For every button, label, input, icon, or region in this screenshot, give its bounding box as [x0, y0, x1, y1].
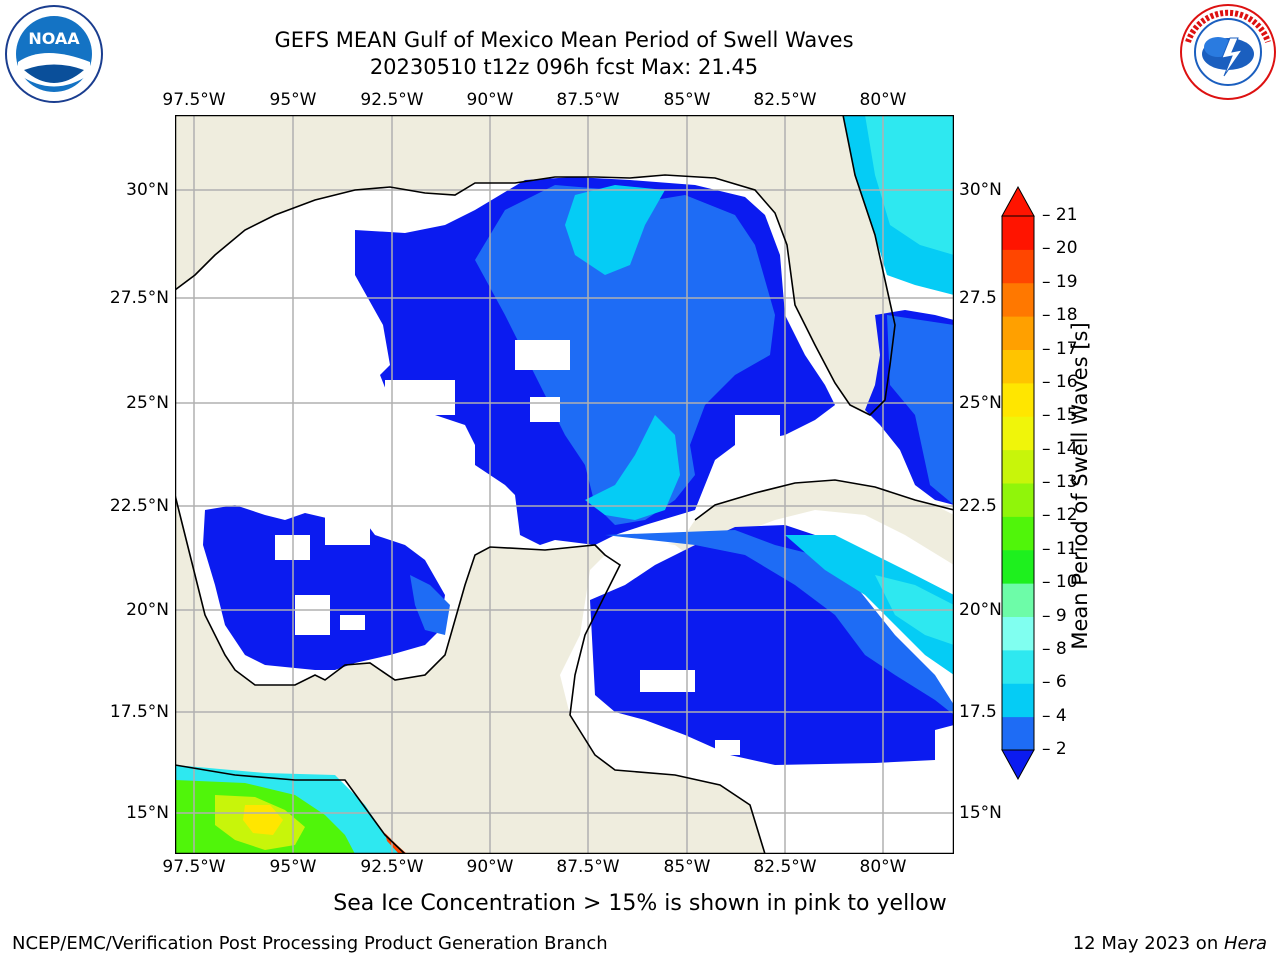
- colorbar-tick-label: – 4: [1042, 705, 1067, 726]
- lat-label-right-3: 22.5: [959, 496, 997, 516]
- swell-2-4s-west: [203, 505, 445, 670]
- map-panel: [174, 114, 955, 855]
- lon-label-top-5: 85°W: [663, 90, 711, 110]
- lat-label-right-2: 25°N: [959, 393, 1002, 413]
- colorbar-tick-label: – 9: [1042, 605, 1067, 626]
- lon-label-top-0: 97.5°W: [162, 90, 226, 110]
- swell-6-8s-caribbean: [785, 535, 954, 675]
- lat-label-left-1: 27.5°N: [109, 288, 169, 308]
- colorbar-tick-label: – 21: [1042, 205, 1078, 225]
- colorbar-tick-label: – 20: [1042, 238, 1078, 259]
- colorbar-tick-label: – 2: [1042, 739, 1067, 759]
- coastlines: [175, 115, 954, 854]
- swell-4-6s: [475, 185, 775, 525]
- lon-label-bottom-1: 95°W: [269, 857, 317, 877]
- colorbar-segment: [1002, 416, 1034, 451]
- footer-date: 12 May 2023 on Hera: [1073, 933, 1267, 954]
- colorbar-tick-label: – 11: [1042, 538, 1078, 559]
- lon-label-top-1: 95°W: [269, 90, 317, 110]
- nws-logo: [1178, 2, 1278, 102]
- swell-6-8s-gulf: [565, 185, 665, 275]
- noaa-logo: NOAA: [4, 4, 104, 104]
- colorbar-tick-label: – 10: [1042, 572, 1078, 593]
- lon-label-bottom-7: 80°W: [859, 857, 907, 877]
- footer-branch: NCEP/EMC/Verification Post Processing Pr…: [12, 933, 608, 954]
- colorbar-tick-label: – 14: [1042, 438, 1078, 459]
- lat-label-left-6: 15°N: [126, 803, 169, 823]
- chart-title: GEFS MEAN Gulf of Mexico Mean Period of …: [274, 28, 854, 52]
- lon-label-top-6: 82.5°W: [753, 90, 817, 110]
- colorbar-segment: [1002, 583, 1034, 617]
- colorbar-svg: [1001, 185, 1035, 781]
- lon-label-bottom-6: 82.5°W: [753, 857, 817, 877]
- colorbar-tick-label: – 6: [1042, 672, 1067, 693]
- colorbar-tick-label: – 15: [1042, 405, 1078, 426]
- lat-label-left-5: 17.5°N: [109, 702, 169, 722]
- footer-host: Hera: [1223, 933, 1267, 954]
- lon-label-bottom-3: 90°W: [466, 857, 514, 877]
- chart-subtitle: 20230510 t12z 096h fcst Max: 21.45: [369, 55, 759, 79]
- colorbar-tick-label: – 19: [1042, 271, 1078, 292]
- colorbar-tick-label: – 17: [1042, 338, 1078, 359]
- swell-2-4s-caribbean: [590, 525, 954, 765]
- lon-label-top-2: 92.5°W: [360, 90, 424, 110]
- sea-ice-note: Sea Ice Concentration > 15% is shown in …: [333, 891, 947, 916]
- lon-label-bottom-2: 92.5°W: [360, 857, 424, 877]
- colorbar-extend-low: [1001, 749, 1035, 781]
- colorbar-segment: [1002, 649, 1034, 684]
- colorbar-segment: [1002, 716, 1034, 751]
- colorbar-segment: [1002, 483, 1034, 517]
- colorbar-segment: [1002, 316, 1034, 350]
- lat-label-right-6: 15°N: [959, 803, 1002, 823]
- lon-label-bottom-5: 85°W: [663, 857, 711, 877]
- colorbar-tick-label: – 12: [1042, 505, 1078, 526]
- swell-4-6s-atlantic: [887, 315, 954, 505]
- swell-4-6s-caribbean: [605, 530, 954, 715]
- colorbar-segment: [1002, 249, 1034, 284]
- colorbar-segment: [1002, 683, 1034, 718]
- colorbar-segment: [1002, 516, 1034, 551]
- lat-label-right-0: 30°N: [959, 180, 1002, 200]
- noaa-logo-text: NOAA: [28, 29, 80, 48]
- colorbar-label: Mean Period of Swell Waves [s]: [1068, 322, 1092, 650]
- lat-label-right-4: 20°N: [959, 600, 1002, 620]
- colorbar: [1000, 185, 1036, 781]
- lon-label-top-4: 87.5°W: [556, 90, 620, 110]
- lon-label-bottom-4: 87.5°W: [556, 857, 620, 877]
- colorbar-tick-label: – 18: [1042, 305, 1078, 326]
- lon-label-top-7: 80°W: [859, 90, 907, 110]
- lat-label-left-2: 25°N: [126, 393, 169, 413]
- colorbar-ticks: – 2 – 4 – 6 – 8 – 9 – 10 – 11 – 12 – 13 – 14 – 15 –…: [1042, 186, 1082, 780]
- colorbar-tick-label: – 8: [1042, 638, 1067, 659]
- swell-6-8s-channel: [585, 415, 680, 520]
- colorbar-extend-high: [1001, 185, 1035, 217]
- footer-date-text: 12 May 2023 on: [1072, 933, 1224, 954]
- colorbar-segment: [1002, 549, 1034, 584]
- swell-8-9s: [865, 115, 954, 255]
- colorbar-segment: [1002, 349, 1034, 384]
- pacific-swell-edge: [385, 833, 407, 854]
- lon-label-bottom-0: 97.5°W: [162, 857, 226, 877]
- lon-label-top-3: 90°W: [466, 90, 514, 110]
- swell-4-6s-campeche: [410, 575, 450, 635]
- lat-label-right-5: 17.5: [959, 702, 997, 722]
- colorbar-segment: [1002, 449, 1034, 484]
- lat-label-right-1: 27.5: [959, 288, 997, 308]
- colorbar-segment: [1002, 282, 1034, 317]
- lat-label-left-4: 20°N: [126, 600, 169, 620]
- colorbar-segment: [1002, 216, 1034, 250]
- colorbar-tick-label: – 13: [1042, 472, 1078, 492]
- colorbar-tick-label: – 16: [1042, 371, 1078, 392]
- lat-label-left-3: 22.5°N: [109, 496, 169, 516]
- colorbar-segment: [1002, 382, 1034, 417]
- lat-label-left-0: 30°N: [126, 180, 169, 200]
- no-data-patches: [275, 340, 780, 755]
- colorbar-segment: [1002, 616, 1034, 651]
- map-canvas: [174, 114, 955, 855]
- colorbar-outline: [1001, 215, 1035, 751]
